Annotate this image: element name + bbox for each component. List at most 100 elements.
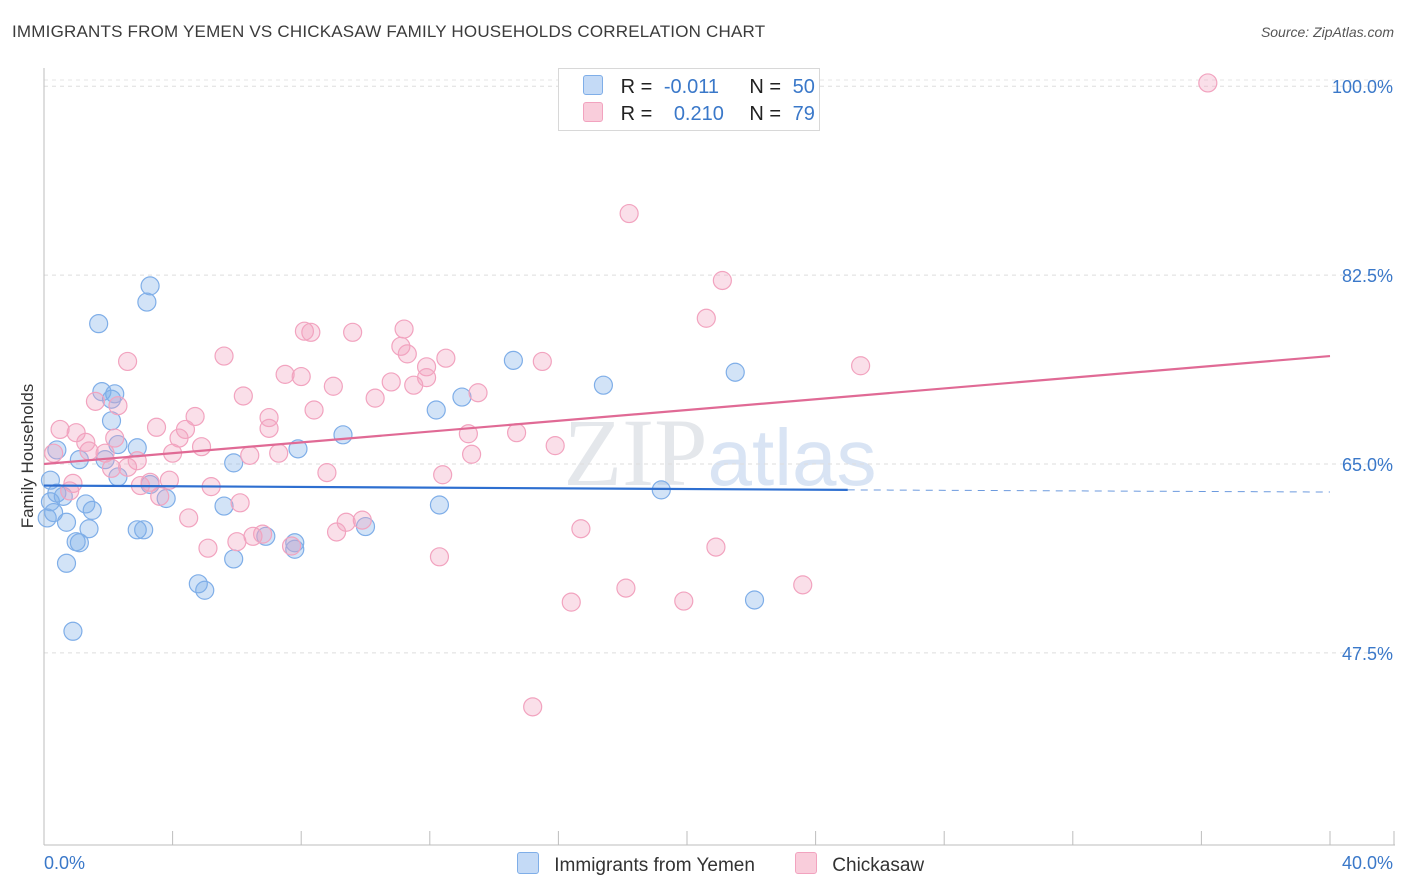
- data-point: [230, 493, 250, 513]
- data-point: [63, 473, 83, 494]
- data-point: [259, 418, 279, 438]
- x-tick-label: 40.0%: [1342, 853, 1393, 873]
- bottom-legend-label: Chickasaw: [832, 855, 925, 876]
- data-point: [326, 522, 347, 542]
- data-point: [416, 368, 437, 388]
- data-point: [253, 524, 273, 544]
- axes: [43, 68, 1395, 846]
- data-point: [146, 417, 167, 437]
- chart-title: IMMIGRANTS FROM YEMEN VS CHICKASAW FAMIL…: [12, 22, 766, 41]
- data-point: [545, 436, 565, 456]
- data-point: [269, 443, 289, 463]
- data-point: [426, 400, 446, 420]
- data-point: [191, 437, 212, 457]
- data-point: [429, 547, 450, 567]
- data-point: [503, 350, 523, 370]
- source-text: Source: ZipAtlas.com: [1260, 24, 1394, 40]
- data-point: [224, 549, 244, 569]
- grid: [44, 79, 1395, 654]
- data-point: [507, 423, 527, 443]
- y-tick-label: 47.5%: [1342, 644, 1393, 664]
- data-point: [1198, 73, 1218, 93]
- x-tick-label: 0.0%: [44, 853, 85, 873]
- data-point: [137, 292, 157, 312]
- series-chickasaw: [44, 73, 1218, 717]
- data-point: [240, 445, 260, 465]
- data-point: [725, 362, 745, 382]
- data-point: [523, 697, 543, 717]
- data-point: [185, 406, 205, 427]
- trend-line-yemen: [43, 484, 848, 491]
- data-point: [63, 621, 83, 641]
- data-point: [117, 457, 138, 477]
- data-point: [452, 387, 472, 407]
- data-point: [696, 308, 716, 328]
- data-point: [56, 553, 77, 573]
- data-point: [175, 419, 196, 440]
- legend-n-value: 79: [792, 103, 815, 125]
- data-point: [214, 496, 234, 516]
- data-point: [134, 520, 154, 540]
- data-point: [224, 453, 244, 473]
- trend-lines: [43, 354, 1331, 493]
- legend-r-value: 0.210: [673, 103, 724, 125]
- data-point: [117, 351, 138, 372]
- data-point: [82, 500, 102, 520]
- data-point: [336, 512, 356, 532]
- data-point: [79, 441, 99, 461]
- data-point: [436, 348, 456, 368]
- trend-line-yemen-extension: [847, 489, 1331, 493]
- data-point: [37, 508, 57, 528]
- stats-legend: R = -0.011 N = 50 R = 0.210 N = 79: [558, 68, 820, 131]
- data-point: [744, 590, 765, 610]
- data-point: [429, 495, 450, 515]
- data-point: [288, 439, 308, 459]
- data-point: [343, 322, 363, 342]
- legend-r-label: R =: [620, 76, 653, 98]
- y-tick-label: 65.0%: [1342, 455, 1393, 475]
- data-point: [433, 465, 453, 485]
- legend-r-label: R =: [620, 103, 653, 125]
- data-point: [179, 508, 199, 528]
- chickasaw-swatch-icon: [583, 102, 603, 122]
- data-point: [150, 486, 170, 506]
- data-point: [195, 580, 215, 600]
- data-point: [674, 591, 694, 611]
- legend-r-value: -0.011: [663, 76, 720, 98]
- data-point: [712, 270, 732, 291]
- legend-n-label: N =: [749, 103, 782, 125]
- data-point: [259, 407, 279, 428]
- data-point: [56, 512, 77, 532]
- data-point: [317, 463, 337, 483]
- data-point: [301, 322, 321, 342]
- data-point: [294, 321, 315, 341]
- data-point: [333, 425, 353, 445]
- data-point: [69, 533, 89, 553]
- data-point: [85, 391, 106, 411]
- y-tick-label: 82.5%: [1342, 266, 1393, 286]
- y-tick-label: 100.0%: [1332, 77, 1393, 97]
- data-point: [105, 384, 125, 404]
- data-point: [53, 486, 73, 506]
- data-point: [619, 203, 639, 224]
- data-point: [397, 344, 417, 364]
- data-point: [365, 388, 385, 408]
- data-point: [281, 536, 302, 556]
- data-point: [561, 592, 581, 612]
- data-point: [416, 357, 437, 377]
- data-point: [285, 533, 305, 553]
- data-point: [851, 356, 871, 376]
- legend-row-chickasaw: R = 0.210 N = 79: [583, 102, 815, 128]
- data-point: [616, 578, 636, 598]
- data-point: [381, 372, 401, 392]
- data-point: [127, 520, 147, 540]
- data-point: [227, 532, 247, 552]
- watermark-atlas: atlas: [708, 413, 877, 502]
- data-point: [291, 366, 311, 387]
- data-point: [352, 510, 372, 530]
- bottom-legend-label: Immigrants from Yemen: [554, 855, 755, 876]
- data-point: [304, 400, 324, 420]
- data-point: [89, 314, 109, 334]
- data-point: [66, 423, 86, 443]
